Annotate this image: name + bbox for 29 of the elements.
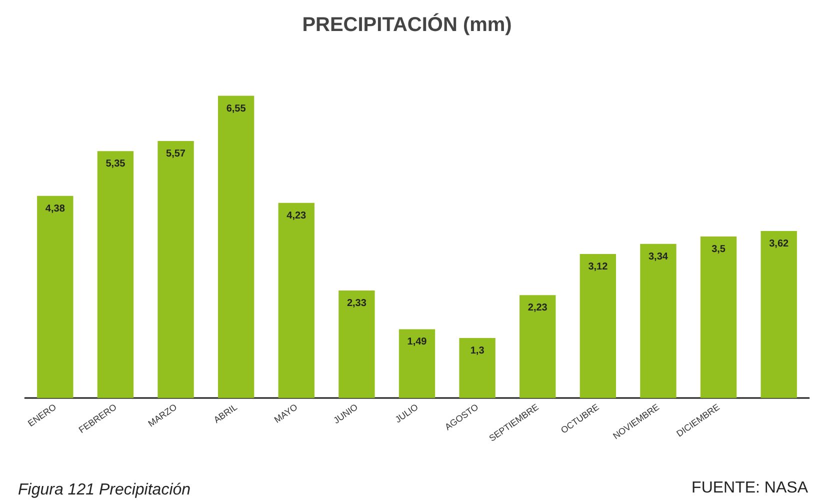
data-label: 3,5 [712,244,726,255]
chart-title: PRECIPITACIÓN (mm) [302,13,512,36]
bar [459,338,496,398]
data-label: 1,3 [470,346,485,357]
data-label: 3,62 [769,238,790,250]
bar [760,230,797,398]
bar [218,96,254,398]
bar [278,202,314,398]
data-label: 4,38 [45,203,66,214]
data-label: 3,12 [588,262,608,273]
source-note: FUENTE: NASA [692,480,808,496]
data-label: 5,57 [166,148,186,160]
data-label: 2,23 [528,302,548,314]
data-label: 1,49 [407,336,428,348]
bar [338,290,375,398]
data-label: 3,34 [648,251,668,262]
bar [37,196,74,398]
bar [700,236,737,398]
data-label: 2,33 [346,298,367,309]
data-label: 5,35 [106,158,126,170]
text: Figura 121 Precipitación [18,482,191,498]
bar [520,295,556,398]
bar [97,151,134,398]
bar [398,329,436,398]
bar [640,244,676,398]
data-label: 6,55 [226,103,246,114]
bar [158,140,194,398]
data-label: 4,23 [286,210,307,222]
bar [580,254,616,398]
